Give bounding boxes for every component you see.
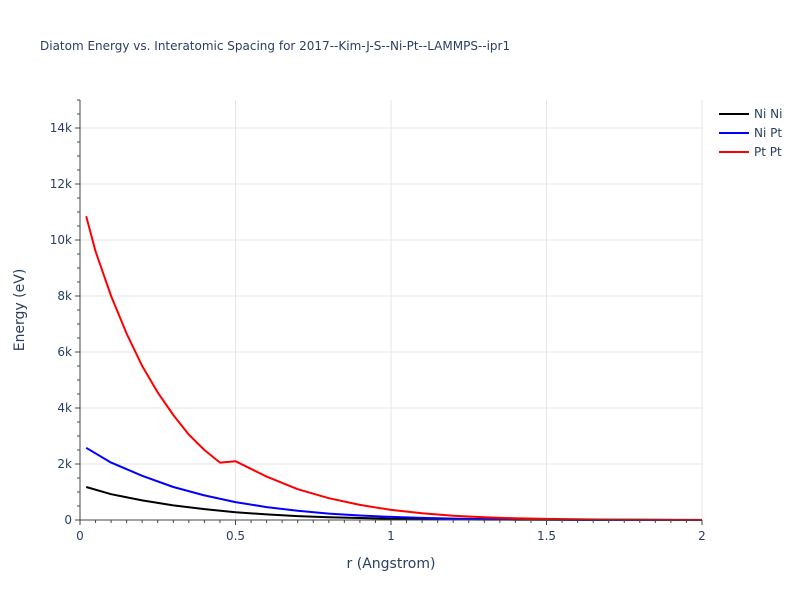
y-axis-title: Energy (eV) [12, 269, 28, 352]
y-tick-label: 12k [50, 177, 72, 191]
y-tick-label: 10k [50, 233, 72, 247]
legend-label-pt-pt: Pt Pt [754, 145, 782, 159]
y-tick-label: 6k [57, 345, 72, 359]
series-line-ni-pt [85, 446, 703, 521]
x-tick-label: 1 [387, 529, 395, 543]
legend-label-ni-ni: Ni Ni [754, 107, 782, 121]
y-tick-label: 0 [64, 513, 72, 527]
x-tick-label: 1.5 [537, 529, 556, 543]
legend-label-ni-pt: Ni Pt [754, 126, 782, 140]
x-tick-label: 0.5 [226, 529, 245, 543]
series-line-pt-pt [85, 215, 702, 521]
x-tick-label: 0 [76, 529, 84, 543]
chart-title: Diatom Energy vs. Interatomic Spacing fo… [40, 39, 510, 53]
legend-item-ni-ni[interactable]: Ni Ni [719, 107, 782, 121]
series-layer [85, 215, 703, 521]
ticks: 0 2k 4k 6k 8k 10k 12k 14k 0 0.5 1 1.5 2 [50, 99, 706, 543]
legend-item-ni-pt[interactable]: Ni Pt [719, 126, 782, 140]
x-axis-title: r (Angstrom) [347, 556, 436, 572]
y-tick-label: 4k [57, 401, 72, 415]
y-tick-label: 2k [57, 457, 72, 471]
legend-item-pt-pt[interactable]: Pt Pt [719, 145, 782, 159]
legend[interactable]: Ni Ni Ni Pt Pt Pt [719, 107, 782, 159]
series-line-ni-ni [85, 486, 702, 521]
y-tick-label: 8k [57, 289, 72, 303]
x-tick-label: 2 [698, 529, 706, 543]
grid [80, 100, 703, 520]
y-tick-label: 14k [50, 121, 72, 135]
